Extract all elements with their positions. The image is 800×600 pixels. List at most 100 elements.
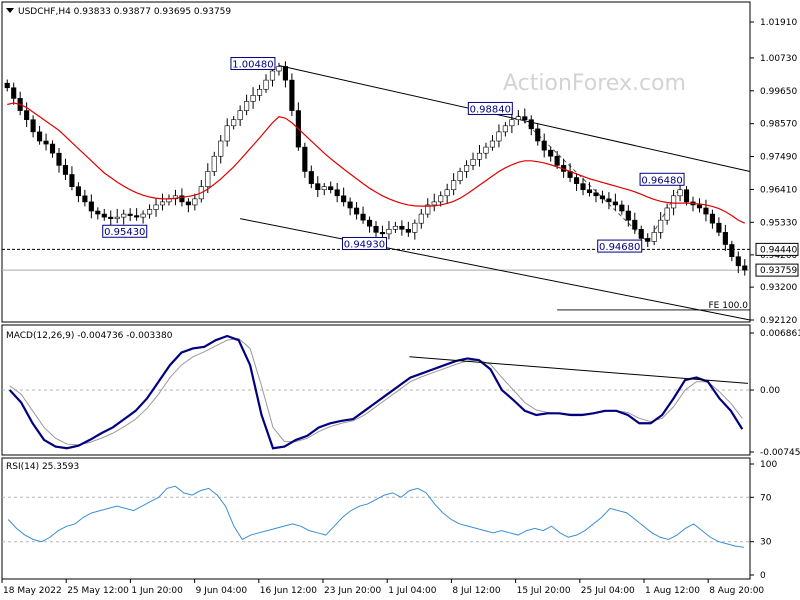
price-level-tag: 0.94440 bbox=[760, 245, 797, 255]
candle-body bbox=[282, 66, 288, 81]
price-y-tick-label: 1.01910 bbox=[760, 18, 797, 28]
candle-body bbox=[522, 116, 528, 121]
candle-body bbox=[541, 140, 547, 151]
candle-body bbox=[82, 195, 88, 203]
candle-body bbox=[218, 140, 224, 157]
candle-body bbox=[412, 222, 418, 233]
candle-body bbox=[315, 183, 321, 191]
price-level-label: 0.96480 bbox=[641, 175, 682, 186]
candle-body bbox=[386, 228, 392, 235]
fib-level-label: FE 100.0 bbox=[709, 301, 749, 311]
candle-body bbox=[192, 198, 198, 206]
candle-body bbox=[451, 180, 457, 191]
candle-body bbox=[548, 149, 554, 157]
rsi-panel-frame bbox=[1, 457, 751, 580]
candle-body bbox=[392, 225, 398, 230]
macd-y-tick-label: 0.006861 bbox=[760, 329, 800, 339]
candle-body bbox=[62, 165, 69, 175]
macd-lines bbox=[8, 334, 749, 450]
candle-body bbox=[114, 216, 120, 219]
candle-body bbox=[658, 219, 664, 233]
price-y-axis: 1.01910 1.00730 0.99650 0.98570 0.97490 0.964… bbox=[750, 18, 797, 326]
candle-body bbox=[205, 171, 211, 187]
candle-body bbox=[244, 101, 250, 111]
candle-body bbox=[716, 222, 722, 233]
x-tick-label: 9 Jun 04:00 bbox=[196, 586, 248, 596]
x-tick-label: 15 Jul 20:00 bbox=[517, 586, 571, 596]
candle-body bbox=[30, 119, 36, 133]
candle-body bbox=[269, 70, 276, 81]
candle-body bbox=[101, 213, 107, 218]
price-level-label-box bbox=[597, 239, 643, 253]
x-tick-label: 18 May 2022 bbox=[3, 586, 62, 596]
price-level-label: 0.94680 bbox=[599, 242, 640, 253]
candle-body bbox=[360, 213, 366, 221]
candle-body bbox=[509, 119, 515, 127]
watermark: ActionForex.com bbox=[503, 71, 686, 96]
rsi-y-tick-label: 0 bbox=[760, 571, 766, 581]
x-axis: 18 May 2022 25 May 12:00 1 Jun 20:00 9 Jun … bbox=[1, 579, 764, 596]
candle-body bbox=[696, 204, 703, 209]
candle-body bbox=[709, 213, 715, 224]
rsi-y-tick-label: 30 bbox=[760, 538, 772, 548]
candle-body bbox=[56, 152, 62, 166]
candle-body bbox=[263, 79, 269, 90]
candle-body bbox=[664, 207, 670, 221]
price-level-label: 0.95430 bbox=[104, 227, 145, 238]
candle-body bbox=[425, 204, 431, 215]
candle-body bbox=[638, 228, 644, 239]
candle-body bbox=[438, 195, 444, 203]
candle-body bbox=[729, 244, 735, 257]
candle-body bbox=[554, 155, 560, 166]
candle-body bbox=[211, 155, 217, 172]
candle-body bbox=[134, 215, 140, 218]
x-tick-label: 1 Aug 12:00 bbox=[645, 586, 700, 596]
channel-upper-line bbox=[278, 65, 751, 172]
candle-body bbox=[231, 119, 237, 127]
candle-body bbox=[121, 213, 127, 218]
candle-body bbox=[742, 265, 748, 271]
price-y-tick-label: 0.99650 bbox=[760, 87, 797, 97]
dropdown-arrow-icon bbox=[6, 8, 14, 13]
x-tick-label: 8 Aug 20:00 bbox=[709, 586, 764, 596]
candle-body bbox=[735, 256, 741, 267]
price-level-tag: 0.93759 bbox=[760, 266, 797, 276]
candle-body bbox=[127, 213, 133, 216]
candle-body bbox=[366, 219, 373, 227]
candle-body bbox=[476, 152, 483, 160]
candle-body bbox=[159, 201, 166, 206]
price-y-tick-label: 0.95330 bbox=[760, 218, 797, 228]
x-tick-label: 16 Jun 12:00 bbox=[260, 586, 317, 596]
price-panel-frame bbox=[1, 1, 751, 323]
candle-body bbox=[153, 204, 159, 210]
candle-body bbox=[502, 125, 508, 133]
candle-body bbox=[4, 82, 10, 89]
candle-body bbox=[515, 116, 521, 121]
candle-body bbox=[321, 186, 327, 191]
candle-body bbox=[334, 189, 340, 197]
x-tick-label: 1 Jun 20:00 bbox=[131, 586, 183, 596]
price-level-labels: 1.00480 0.95430 0.94930 0.98840 0.96480 0.946… bbox=[102, 57, 685, 253]
rsi-line bbox=[7, 485, 744, 548]
rsi-lines bbox=[7, 485, 744, 548]
x-tick-label: 1 Jul 04:00 bbox=[388, 586, 437, 596]
price-y-tick-label: 0.97490 bbox=[760, 153, 797, 163]
candle-body bbox=[88, 201, 94, 212]
candle-body bbox=[140, 213, 146, 218]
x-tick-label: 8 Jul 12:00 bbox=[452, 586, 501, 596]
price-y-tick-label: 0.93200 bbox=[760, 283, 797, 293]
candle-body bbox=[580, 183, 586, 191]
candle-body bbox=[237, 110, 243, 121]
moving-average-line bbox=[7, 102, 746, 224]
price-y-tick-label: 0.96410 bbox=[760, 185, 797, 195]
candle-body bbox=[179, 195, 185, 203]
candle-body bbox=[49, 143, 56, 154]
candle-body bbox=[418, 213, 424, 224]
x-tick-label: 23 Jun 20:00 bbox=[324, 586, 381, 596]
candle-body bbox=[470, 158, 476, 166]
candle-body bbox=[489, 140, 496, 148]
candle-body bbox=[573, 177, 580, 184]
candle-body bbox=[276, 66, 282, 72]
price-y-tick-label: 0.92120 bbox=[760, 316, 797, 326]
